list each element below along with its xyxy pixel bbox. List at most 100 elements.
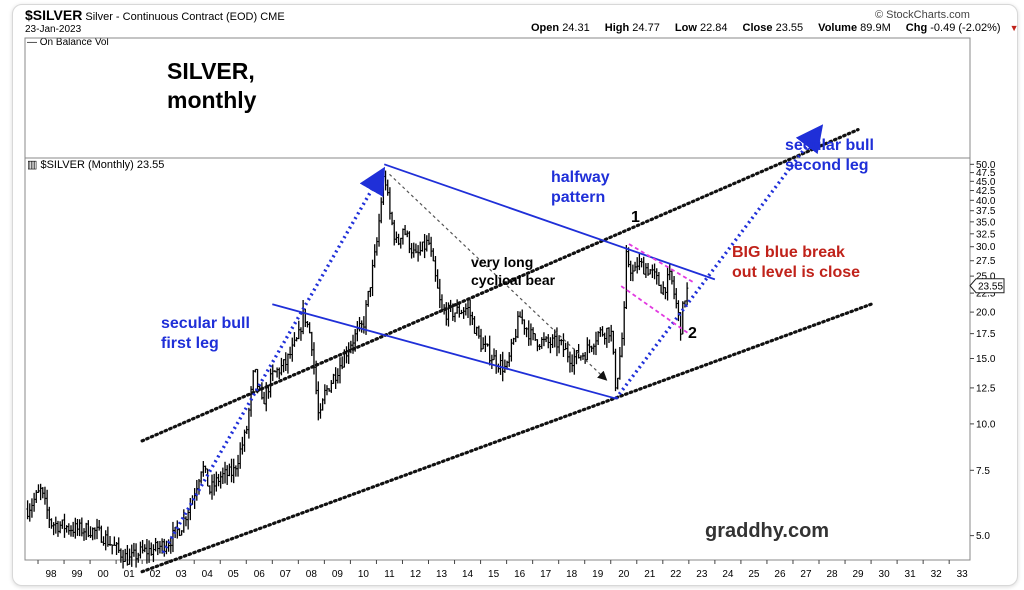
y-tick-label: 45.0 [976,177,996,188]
halfway-annotation: halfway pattern [551,168,610,208]
breakout-line-2: out level is close [732,264,861,281]
x-tick-label: 01 [124,569,136,580]
symbol: $SILVER [25,7,83,23]
y-tick-label: 20.0 [976,308,996,319]
y-tick-label: 25.0 [976,272,996,283]
y-tick-label: 35.0 [976,217,996,228]
x-tick-label: 13 [436,569,448,580]
halfway-line-2: pattern [551,189,606,206]
last-value-label: 23.55 [978,282,1003,293]
x-tick-label: 33 [957,569,969,580]
price-chart: 50.047.545.042.540.037.535.032.530.027.5… [24,37,1005,580]
y-tick-label: 47.5 [976,168,996,179]
y-tick-label: 5.0 [976,531,990,542]
x-tick-label: 02 [150,569,162,580]
bear-line-1: very long [471,254,534,270]
x-tick-label: 31 [905,569,917,580]
chart-header-title: $SILVER Silver - Continuous Contract (EO… [25,7,285,23]
close-value: 23.55 [775,22,804,34]
y-tick-label: 7.5 [976,466,990,477]
trendline-pink-upper [628,243,695,284]
x-tick-label: 25 [748,569,760,580]
x-tick-label: 26 [774,569,786,580]
y-tick-label: 17.5 [976,329,996,340]
x-tick-label: 16 [514,569,526,580]
ohlc-readout: Open 24.31 High 24.77 Low 22.84 Close 23… [531,22,1018,34]
last-value-box [969,278,1005,294]
y-tick-label: 15.0 [976,354,996,365]
y-tick-label: 12.5 [976,383,996,394]
x-tick-label: 32 [931,569,943,580]
x-tick-label: 29 [852,569,864,580]
x-tick-label: 08 [306,569,318,580]
price-label: $SILVER (Monthly) 23.55 [40,159,165,171]
volume-value: 89.9M [860,22,891,34]
volume-label: Volume [818,22,858,34]
x-tick-label: 21 [644,569,656,580]
obv-panel-border [24,37,971,159]
title-line-1: SILVER, [167,58,255,84]
chg-down-arrow-icon: ▼ [1009,23,1018,33]
open-label: Open [531,22,560,34]
x-tick-label: 07 [280,569,292,580]
obv-label: — On Balance Vol [27,37,109,48]
trendline-bear-trend [389,173,608,381]
watermark: graddhy.com [705,520,830,542]
second-leg-annotation: secular bull second leg [785,136,874,176]
brand-stockcharts: © StockCharts.com [875,9,970,21]
chg-label: Chg [905,22,928,34]
title-line-2: monthly [167,87,257,113]
close-label: Close [742,22,773,34]
x-tick-label: 17 [540,569,552,580]
x-tick-label: 14 [462,569,474,580]
y-tick-label: 50.0 [976,160,996,171]
y-tick-label: 42.5 [976,186,996,197]
second-leg-line-2: second leg [785,157,869,174]
y-tick-label: 37.5 [976,206,996,217]
open-value: 24.31 [562,22,590,34]
trendline-blue-upper [383,163,716,281]
x-tick-label: 18 [566,569,578,580]
chart-date: 23-Jan-2023 [25,24,82,35]
x-tick-label: 15 [488,569,500,580]
trendline-lower-dotted [140,302,873,574]
chg-value: -0.49 (-2.02%) [930,22,1001,34]
x-tick-label: 12 [410,569,422,580]
x-tick-label: 98 [45,569,57,580]
exchange: CME [260,11,285,23]
x-tick-label: 22 [670,569,682,580]
price-panel-label: ▥ $SILVER (Monthly) 23.55 [27,158,164,171]
first-leg-annotation: secular bull first leg [161,314,250,354]
y-tick-label: 30.0 [976,242,996,253]
x-tick-label: 99 [72,569,84,580]
x-tick-label: 06 [254,569,266,580]
x-tick-label: 19 [592,569,604,580]
chart-frame: $SILVER Silver - Continuous Contract (EO… [12,4,1018,586]
x-tick-label: 09 [332,569,344,580]
high-value: 24.77 [632,22,660,34]
x-tick-label: 04 [202,569,214,580]
y-tick-label: 22.5 [976,289,996,300]
trendline-blue-lower [272,303,617,400]
halfway-line-1: halfway [551,169,610,186]
y-tick-label: 27.5 [976,256,996,267]
x-tick-label: 03 [176,569,188,580]
low-value: 22.84 [699,22,728,34]
high-label: High [604,22,630,34]
chart-title-annotation: SILVER, monthly [167,57,256,115]
description: Silver - Continuous Contract (EOD) [85,11,258,23]
x-tick-label: 27 [800,569,812,580]
bear-annotation: very long cyclical bear [471,253,555,289]
x-tick-label: 28 [826,569,838,580]
x-tick-label: 10 [358,569,370,580]
x-tick-label: 20 [618,569,630,580]
y-tick-label: 40.0 [976,196,996,207]
low-label: Low [674,22,697,34]
second-leg-line-1: secular bull [785,137,874,154]
y-tick-label: 10.0 [976,419,996,430]
bar-chart-icon: ▥ [27,159,38,171]
first-leg-line-2: first leg [161,335,219,352]
trendline-upper-dotted [140,128,860,443]
breakout-line-1: BIG blue break [732,244,845,261]
price-panel-border [24,157,971,561]
